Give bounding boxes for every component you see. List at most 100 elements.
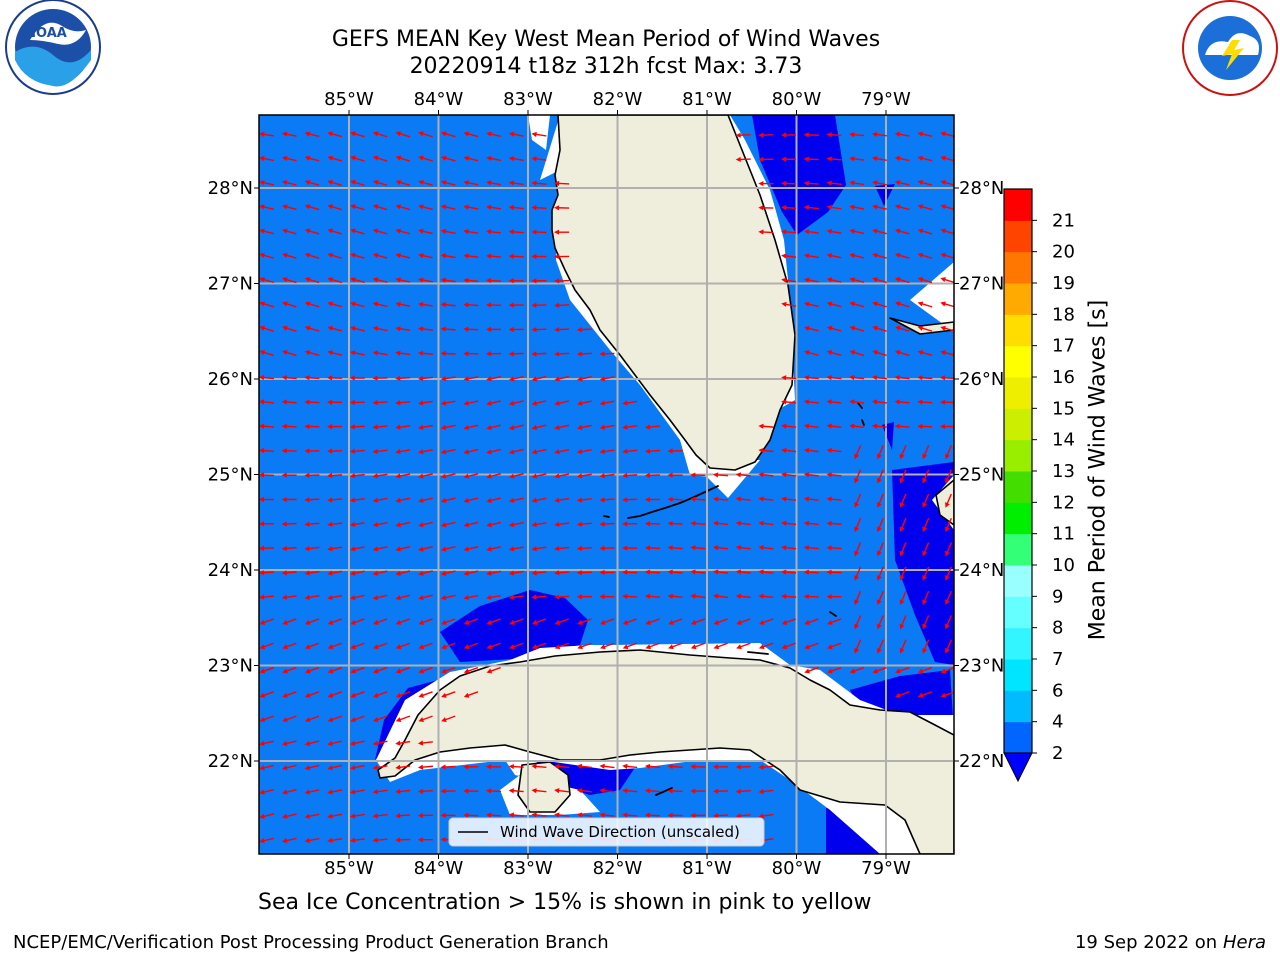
- wave-arrow: [420, 327, 433, 331]
- wave-arrowhead: [486, 473, 492, 479]
- wave-arrowhead: [554, 278, 560, 284]
- wave-arrowhead: [440, 836, 446, 843]
- wave-arrow: [398, 449, 411, 453]
- footer-host: Hera: [1222, 932, 1266, 953]
- colorbar-tick-label: 20: [1052, 242, 1075, 263]
- legend-label: Wind Wave Direction (unscaled): [500, 823, 740, 841]
- wave-arrowhead: [281, 155, 288, 161]
- wave-arrowhead: [463, 668, 470, 674]
- wave-arrow: [375, 691, 388, 697]
- wave-arrowhead: [372, 252, 379, 258]
- wave-arrowhead: [940, 155, 946, 161]
- wave-arrowhead: [826, 228, 833, 235]
- wave-arrow: [262, 666, 274, 673]
- wave-arrowhead: [350, 668, 356, 674]
- wave-arrowhead: [803, 496, 810, 502]
- wave-arrowhead: [781, 496, 787, 502]
- wave-arrowhead: [735, 788, 741, 794]
- wave-arrowhead: [259, 399, 265, 405]
- wave-arrowhead: [854, 623, 860, 630]
- wave-arrow: [375, 838, 388, 841]
- wave-arrowhead: [418, 570, 424, 576]
- colorbar-segment: [1004, 314, 1032, 347]
- wave-arrowhead: [531, 131, 537, 137]
- wave-arrowhead: [372, 375, 378, 381]
- florida-keys: [603, 402, 865, 796]
- colorbar-segment: [1004, 659, 1032, 691]
- wave-arrowhead: [576, 545, 582, 551]
- wave-arrowhead: [803, 204, 810, 211]
- wave-arrow: [557, 595, 570, 598]
- colorbar-segment: [1004, 251, 1032, 284]
- wave-arrow: [375, 327, 388, 332]
- wave-arrowhead: [395, 595, 401, 601]
- wave-arrowhead: [554, 229, 560, 235]
- footer-date-text: 19 Sep 2022 on: [1074, 932, 1218, 953]
- wave-arrowhead: [327, 740, 333, 746]
- wave-arrow: [511, 765, 524, 768]
- wave-arrowhead: [350, 204, 356, 210]
- wave-arrow: [738, 522, 751, 526]
- wave-arrow: [398, 254, 411, 259]
- wave-arrowhead: [440, 595, 447, 601]
- wave-arrowhead: [282, 325, 288, 331]
- wave-arrow: [897, 351, 910, 357]
- wave-arrowhead: [554, 644, 561, 650]
- wave-arrow: [511, 206, 524, 210]
- footer-date: 19 Sep 2022 on Hera: [1075, 932, 1266, 953]
- wave-arrow: [466, 814, 479, 817]
- wave-arrowhead: [463, 473, 470, 479]
- wave-arrowhead: [531, 594, 537, 600]
- wave-arrow: [693, 546, 706, 550]
- wave-arrowhead: [441, 692, 447, 698]
- wave-arrowhead: [304, 180, 311, 186]
- wave-arrowhead: [440, 424, 447, 430]
- colorbar-segment: [1004, 439, 1032, 472]
- wave-arrowhead: [803, 180, 810, 186]
- wave-arrowhead: [690, 472, 696, 478]
- wave-arrow: [261, 425, 275, 428]
- wave-arrowhead: [758, 593, 764, 599]
- svg-text:NOAA: NOAA: [25, 26, 67, 41]
- wave-arrowhead: [327, 448, 333, 454]
- wave-arrowhead: [713, 764, 719, 770]
- wave-arrowhead: [895, 692, 901, 698]
- wave-arrow: [900, 445, 907, 457]
- wave-arrow: [261, 595, 275, 598]
- wave-arrowhead: [281, 399, 287, 405]
- wave-arrowhead: [327, 594, 333, 601]
- wave-arrowhead: [826, 325, 833, 331]
- wave-arrowhead: [876, 477, 882, 484]
- wave-arrow: [784, 498, 797, 501]
- wave-arrow: [489, 497, 501, 502]
- wave-arrowhead: [849, 399, 855, 405]
- wave-arrow: [466, 448, 479, 453]
- wave-arrowhead: [440, 473, 447, 479]
- wave-arrow: [625, 474, 638, 477]
- wave-arrowhead: [259, 692, 266, 698]
- colorbar-tick-label: 17: [1052, 336, 1075, 357]
- wave-arrowhead: [304, 252, 311, 258]
- wave-arrow: [511, 133, 524, 137]
- wave-arrowhead: [327, 472, 333, 479]
- wave-arrowhead: [577, 644, 583, 650]
- wave-arrowhead: [372, 595, 379, 601]
- wave-arrowhead: [899, 550, 905, 557]
- wave-arrowhead: [690, 619, 697, 625]
- wave-arrowhead: [418, 668, 425, 674]
- wave-arrowhead: [554, 302, 560, 308]
- wave-arrowhead: [418, 595, 424, 601]
- wave-arrowhead: [849, 325, 856, 331]
- lat-label-left: 23°N: [208, 656, 253, 677]
- wave-arrowhead: [259, 252, 265, 258]
- wave-arrowhead: [758, 180, 764, 187]
- wave-arrowhead: [418, 301, 424, 308]
- wave-arrowhead: [758, 156, 764, 162]
- wave-arrowhead: [803, 472, 810, 478]
- wave-arrow: [330, 691, 342, 697]
- wave-arrow: [806, 182, 819, 185]
- wave-arrowhead: [899, 575, 905, 581]
- wave-arrow: [900, 469, 907, 481]
- wave-arrowhead: [463, 155, 470, 161]
- wave-arrowhead: [854, 550, 860, 557]
